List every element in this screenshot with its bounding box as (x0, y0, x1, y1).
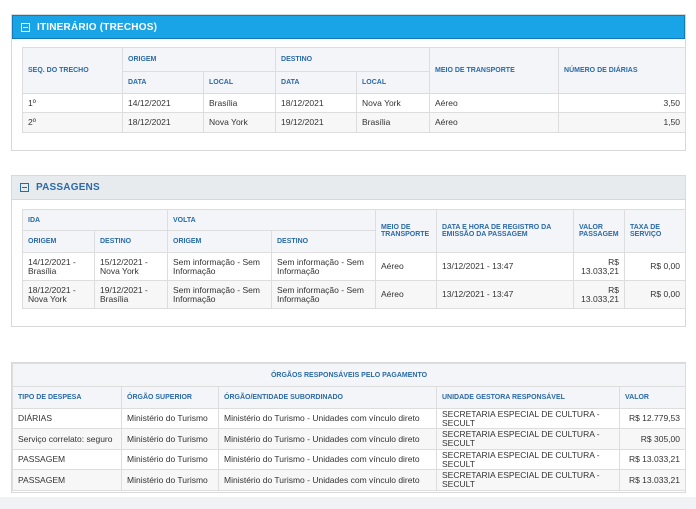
col-destino: DESTINO (275, 47, 431, 72)
cell-ug: SECRETARIA ESPECIAL DE CULTURA - SECULT (436, 449, 620, 470)
cell-valor: R$ 13.033,21 (573, 280, 625, 309)
cell-destino-data: 18/12/2021 (275, 93, 358, 113)
itinerario-panel: ITINERÁRIO (TRECHOS) SEQ. DO TRECHO ORIG… (11, 14, 687, 151)
table-row: PASSAGEM Ministério do Turismo Ministéri… (12, 469, 686, 491)
cell-tipo: PASSAGEM (12, 469, 122, 491)
table-row: 1º 14/12/2021 Brasília 18/12/2021 Nova Y… (22, 93, 687, 113)
cell-valor: R$ 13.033,21 (619, 449, 686, 470)
cell-data-hora: 13/12/2021 - 13:47 (436, 252, 574, 281)
cell-volta-origem: Sem informação - Sem Informação (167, 252, 272, 281)
col-tipo: TIPO DE DESPESA (12, 386, 122, 409)
table-row: 14/12/2021 - Brasília 15/12/2021 - Nova … (22, 252, 686, 281)
page-footer-strip (0, 497, 696, 509)
cell-subordinado: Ministério do Turismo - Unidades com vín… (218, 408, 437, 429)
cell-destino-local: Brasília (356, 112, 431, 133)
itinerario-header[interactable]: ITINERÁRIO (TRECHOS) (12, 15, 685, 39)
cell-meio: Aéreo (429, 93, 560, 113)
orgaos-panel: ÓRGÃOS RESPONSÁVEIS PELO PAGAMENTO TIPO … (11, 362, 686, 493)
cell-destino-data: 19/12/2021 (275, 112, 358, 133)
cell-diarias: 3,50 (558, 93, 687, 113)
table-row: PASSAGEM Ministério do Turismo Ministéri… (12, 449, 686, 470)
cell-ug: SECRETARIA ESPECIAL DE CULTURA - SECULT (436, 408, 620, 429)
table-row: 18/12/2021 - Nova York 19/12/2021 - Bras… (22, 280, 686, 309)
col-origem: ORIGEM (121, 47, 277, 72)
cell-valor: R$ 13.033,21 (619, 469, 686, 491)
cell-ida-origem: 14/12/2021 - Brasília (22, 252, 95, 281)
col-valor: VALOR PASSAGEM (573, 209, 625, 253)
cell-origem-local: Brasília (202, 93, 277, 113)
cell-valor: R$ 13.033,21 (573, 252, 625, 281)
col-valor: VALOR (619, 386, 686, 409)
col-subordinado: ÓRGÃO/ENTIDADE SUBORDINADO (218, 386, 437, 409)
col-diarias: NÚMERO DE DIÁRIAS (558, 47, 687, 94)
passagens-panel: PASSAGENS IDA VOLTA MEIO DE TRANSPORTE D… (11, 175, 686, 327)
table-row: Serviço correlato: seguro Ministério do … (12, 428, 686, 450)
cell-tipo: DIÁRIAS (12, 408, 122, 429)
cell-data-hora: 13/12/2021 - 13:47 (436, 280, 574, 309)
cell-ug: SECRETARIA ESPECIAL DE CULTURA - SECULT (436, 469, 620, 491)
col-destino-local: LOCAL (356, 71, 431, 94)
passagens-table: IDA VOLTA MEIO DE TRANSPORTE DATA E HORA… (22, 209, 686, 309)
cell-meio: Aéreo (375, 280, 437, 309)
col-meio: MEIO DE TRANSPORTE (429, 47, 560, 94)
cell-origem-data: 18/12/2021 (122, 112, 204, 133)
collapse-icon[interactable] (21, 22, 30, 32)
col-ida-destino: DESTINO (94, 230, 168, 253)
cell-subordinado: Ministério do Turismo - Unidades com vín… (218, 469, 437, 491)
col-volta-origem: ORIGEM (167, 230, 272, 253)
itinerario-title: ITINERÁRIO (TRECHOS) (37, 21, 158, 33)
orgaos-table: ÓRGÃOS RESPONSÁVEIS PELO PAGAMENTO TIPO … (12, 363, 686, 491)
table-row: DIÁRIAS Ministério do Turismo Ministério… (12, 408, 686, 429)
table-row: 2º 18/12/2021 Nova York 19/12/2021 Brasí… (22, 112, 687, 133)
cell-volta-origem: Sem informação - Sem Informação (167, 280, 272, 309)
collapse-icon[interactable] (20, 183, 29, 192)
cell-meio: Aéreo (375, 252, 437, 281)
cell-subordinado: Ministério do Turismo - Unidades com vín… (218, 428, 437, 450)
col-meio: MEIO DE TRANSPORTE (375, 209, 437, 253)
col-origem-local: LOCAL (202, 71, 277, 94)
col-volta: VOLTA (167, 209, 376, 231)
cell-volta-destino: Sem informação - Sem Informação (271, 280, 376, 309)
cell-tipo: Serviço correlato: seguro (12, 428, 122, 450)
cell-superior: Ministério do Turismo (121, 449, 219, 470)
passagens-header[interactable]: PASSAGENS (12, 176, 685, 200)
cell-diarias: 1,50 (558, 112, 687, 133)
cell-taxa: R$ 0,00 (624, 252, 686, 281)
orgaos-title: ÓRGÃOS RESPONSÁVEIS PELO PAGAMENTO (12, 363, 686, 387)
col-data-hora: DATA E HORA DE REGISTRO DA EMISSÃO DA PA… (436, 209, 574, 253)
cell-valor: R$ 305,00 (619, 428, 686, 450)
cell-ug: SECRETARIA ESPECIAL DE CULTURA - SECULT (436, 428, 620, 450)
col-ug: UNIDADE GESTORA RESPONSÁVEL (436, 386, 620, 409)
cell-destino-local: Nova York (356, 93, 431, 113)
cell-superior: Ministério do Turismo (121, 408, 219, 429)
itinerario-table: SEQ. DO TRECHO ORIGEM DESTINO MEIO DE TR… (22, 47, 687, 133)
cell-seq: 1º (22, 93, 123, 113)
col-ida-origem: ORIGEM (22, 230, 95, 253)
col-ida: IDA (22, 209, 168, 231)
cell-subordinado: Ministério do Turismo - Unidades com vín… (218, 449, 437, 470)
cell-tipo: PASSAGEM (12, 449, 122, 470)
cell-seq: 2º (22, 112, 123, 133)
cell-superior: Ministério do Turismo (121, 428, 219, 450)
cell-volta-destino: Sem informação - Sem Informação (271, 252, 376, 281)
cell-ida-origem: 18/12/2021 - Nova York (22, 280, 95, 309)
cell-ida-destino: 19/12/2021 - Brasília (94, 280, 168, 309)
cell-taxa: R$ 0,00 (624, 280, 686, 309)
cell-meio: Aéreo (429, 112, 560, 133)
passagens-title: PASSAGENS (36, 182, 100, 193)
cell-valor: R$ 12.779,53 (619, 408, 686, 429)
col-volta-destino: DESTINO (271, 230, 376, 253)
cell-origem-data: 14/12/2021 (122, 93, 204, 113)
col-superior: ÓRGÃO SUPERIOR (121, 386, 219, 409)
col-destino-data: DATA (275, 71, 358, 94)
col-seq: SEQ. DO TRECHO (22, 47, 123, 94)
col-origem-data: DATA (122, 71, 204, 94)
col-taxa: TAXA DE SERVIÇO (624, 209, 686, 253)
cell-origem-local: Nova York (202, 112, 277, 133)
cell-superior: Ministério do Turismo (121, 469, 219, 491)
cell-ida-destino: 15/12/2021 - Nova York (94, 252, 168, 281)
